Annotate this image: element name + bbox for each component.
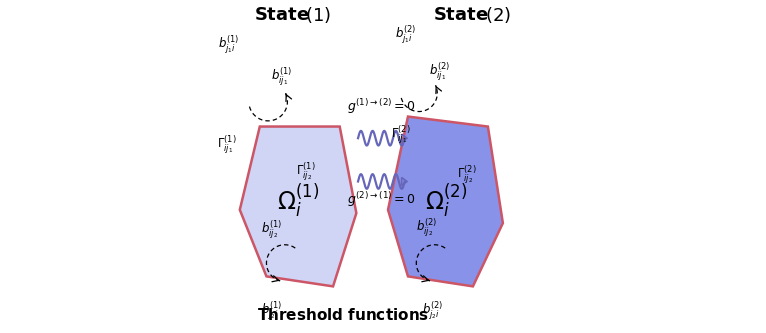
Text: $(2)$: $(2)$	[485, 5, 511, 25]
Text: $b_{j_1 i}^{(1)}$: $b_{j_1 i}^{(1)}$	[218, 34, 240, 56]
Polygon shape	[240, 127, 356, 286]
Text: $\mathbf{State}$: $\mathbf{State}$	[434, 6, 489, 24]
Text: $b_{j_2 i}^{(1)}$: $b_{j_2 i}^{(1)}$	[260, 300, 282, 322]
Text: $g^{(2)\to(1)} = 0$: $g^{(2)\to(1)} = 0$	[347, 190, 416, 209]
Text: $(1)$: $(1)$	[305, 5, 331, 25]
Text: $b_{ij_1}^{(1)}$: $b_{ij_1}^{(1)}$	[271, 66, 293, 88]
Text: $\Gamma_{ij_1}^{(2)}$: $\Gamma_{ij_1}^{(2)}$	[391, 124, 411, 146]
Text: $b_{j_2 i}^{(2)}$: $b_{j_2 i}^{(2)}$	[421, 300, 443, 322]
Text: $\mathbf{State}$: $\mathbf{State}$	[254, 6, 309, 24]
Polygon shape	[388, 117, 503, 286]
Text: $\Gamma_{ij_2}^{(1)}$: $\Gamma_{ij_2}^{(1)}$	[296, 161, 316, 182]
Text: $b_{ij_2}^{(1)}$: $b_{ij_2}^{(1)}$	[261, 219, 283, 241]
Text: $\Gamma_{ij_1}^{(1)}$: $\Gamma_{ij_1}^{(1)}$	[218, 134, 237, 156]
Text: $b_{j_1 i}^{(2)}$: $b_{j_1 i}^{(2)}$	[394, 24, 416, 46]
Text: $\mathbf{Threshold\ functions}$: $\mathbf{Threshold\ functions}$	[257, 307, 429, 323]
Text: $\Omega_i^{(2)}$: $\Omega_i^{(2)}$	[425, 181, 467, 219]
Text: $b_{ij_2}^{(2)}$: $b_{ij_2}^{(2)}$	[416, 217, 437, 239]
Text: $\Omega_i^{(1)}$: $\Omega_i^{(1)}$	[277, 181, 319, 219]
Text: $b_{ij_1}^{(2)}$: $b_{ij_1}^{(2)}$	[429, 61, 450, 83]
Text: $\Gamma_{ij_2}^{(2)}$: $\Gamma_{ij_2}^{(2)}$	[457, 164, 476, 186]
Text: $g^{(1)\to(2)} = 0$: $g^{(1)\to(2)} = 0$	[347, 97, 416, 116]
